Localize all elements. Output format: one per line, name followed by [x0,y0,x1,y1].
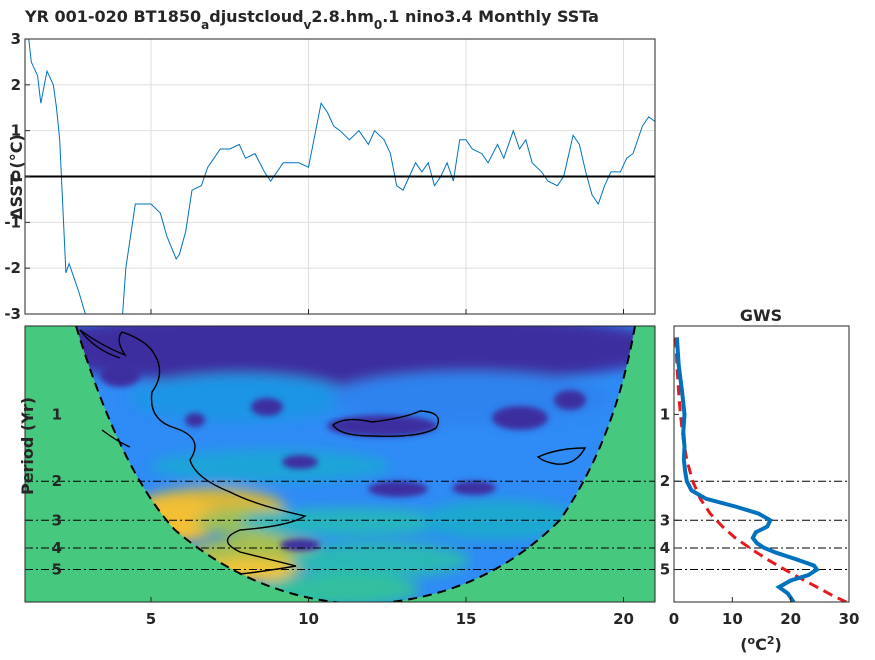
significance-contour [536,447,587,465]
significance-contour [79,329,121,359]
wavelet-x-tick-label: 10 [298,610,319,628]
gws-power-curve [674,337,820,602]
sst-y-tick-label: -3 [4,305,21,323]
gws-plot-area [674,326,849,602]
wavelet-y-axis-label: Period (Yr) [18,397,37,495]
sst-y-ticks: 3 2 1 0 -1 -2 -3 [4,30,30,323]
chart-title: YR 001-020 BT1850adjustcloudv2.8.hm0.1 n… [24,7,599,32]
significance-contour [79,329,307,575]
wavelet-y-tick-label: 5 [52,561,62,579]
significance-contour [101,429,131,448]
sst-series-line [28,39,655,314]
sst-y-tick-label: 2 [11,76,21,94]
wavelet-x-tick-label: 5 [146,610,156,628]
global-wavelet-spectrum-panel: GWS 1 2 3 4 5 0 10 20 30 (oC2) [660,306,860,654]
wavelet-y-tick-label: 2 [52,472,62,490]
wavelet-y-tick-label: 4 [52,539,62,557]
wavelet-low-power-spots [100,363,586,551]
gws-y-tick-label: 1 [660,405,670,423]
wavelet-x-tick-label: 20 [613,610,634,628]
sst-timeseries-panel: 3 2 1 0 -1 -2 -3 ΔSST (°C) [4,30,656,323]
sst-y-tick-label: 0 [11,168,21,186]
gws-x-tick-label: 30 [839,610,860,628]
gws-y-tick-label: 3 [660,511,670,529]
gws-axes-box [673,325,850,603]
wavelet-reference-lines [25,480,655,571]
gws-y-tick-label: 5 [660,561,670,579]
wavelet-power-panel: 1 2 3 4 5 5 10 15 20 Period (Yr) [18,325,656,628]
sst-x-ticks [150,309,624,314]
wavelet-y-tick-label: 3 [52,511,62,529]
gws-x-tick-label: 10 [722,610,743,628]
sst-y-tick-label: 3 [11,30,21,48]
wavelet-x-ticks: 5 10 15 20 [146,597,634,628]
sst-y-tick-label: -2 [4,259,21,277]
gws-title: GWS [740,306,782,325]
gws-x-tick-label: 0 [669,610,679,628]
gws-x-ticks: 0 10 20 30 [669,597,860,628]
sst-y-tick-label: 1 [11,122,21,140]
wavelet-axes-box [24,325,656,603]
gws-y-ticks: 1 2 3 4 5 [660,405,679,579]
gws-significance-curve [674,337,847,602]
significance-contour [332,410,440,437]
sst-y-axis-label: ΔSST (°C) [7,134,26,220]
wavelet-y-tick-label: 1 [52,405,62,423]
cone-of-influence-mask [25,326,655,602]
sst-y-tick-label: -1 [4,213,21,231]
gws-y-tick-label: 4 [660,539,670,557]
wavelet-x-tick-label: 15 [456,610,477,628]
wavelet-y-ticks: 1 2 3 4 5 [25,405,62,579]
gws-x-axis-label: (oC2) [740,634,782,654]
gws-y-tick-label: 2 [660,472,670,490]
cone-of-influence-line [75,326,636,602]
gws-x-tick-label: 20 [780,610,801,628]
